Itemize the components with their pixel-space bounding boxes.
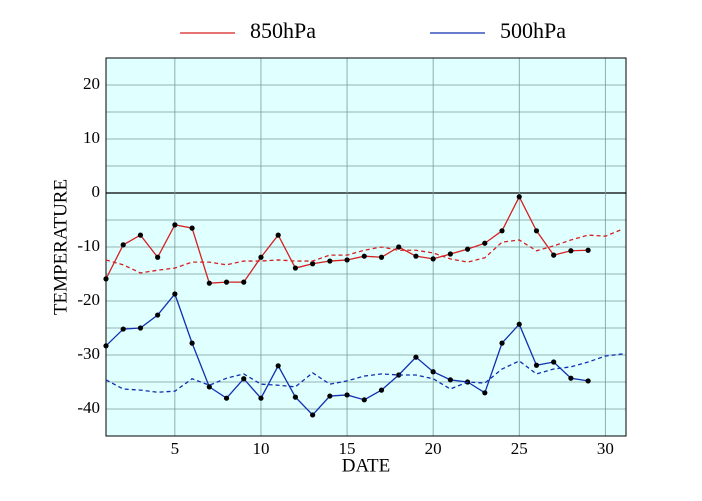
data-point	[275, 232, 281, 238]
data-point	[361, 397, 367, 403]
data-point	[310, 412, 316, 418]
data-point	[258, 254, 264, 260]
data-point	[482, 390, 488, 396]
data-point	[103, 343, 109, 349]
y-tick-label: -40	[77, 398, 100, 417]
data-point	[430, 369, 436, 375]
data-point	[482, 240, 488, 246]
data-point	[516, 321, 522, 327]
data-point	[189, 340, 195, 346]
data-point	[551, 359, 557, 365]
data-point	[241, 279, 247, 285]
data-point	[310, 261, 316, 267]
data-point	[327, 393, 333, 399]
data-point	[447, 377, 453, 383]
data-point	[206, 280, 212, 286]
y-tick-label: -20	[77, 290, 100, 309]
data-point	[241, 376, 247, 382]
y-axis-label: TEMPERATURE	[50, 179, 71, 315]
data-point	[568, 248, 574, 254]
data-point	[137, 325, 144, 331]
data-point	[413, 253, 419, 259]
data-point	[292, 265, 299, 271]
x-tick-label: 25	[511, 439, 528, 458]
data-point	[223, 279, 230, 285]
y-tick-label: 20	[83, 74, 100, 93]
data-point	[155, 254, 161, 260]
data-point	[533, 228, 540, 234]
data-point	[189, 225, 195, 231]
x-axis-label: DATE	[342, 455, 391, 476]
data-point	[430, 256, 436, 262]
data-point	[172, 291, 178, 297]
data-point	[378, 254, 385, 260]
data-point	[327, 258, 333, 264]
data-point	[223, 395, 230, 401]
data-point	[585, 247, 591, 253]
series-line	[105, 228, 623, 274]
data-point	[120, 326, 126, 332]
y-tick-label: 0	[92, 182, 101, 201]
data-point	[413, 354, 419, 360]
data-point	[447, 251, 453, 257]
legend-label: 500hPa	[500, 18, 566, 43]
data-point	[464, 246, 471, 252]
data-point	[344, 257, 350, 263]
data-point	[551, 252, 557, 258]
data-point	[292, 394, 299, 400]
data-point	[344, 392, 350, 398]
x-tick-label: 30	[597, 439, 614, 458]
data-point	[155, 312, 161, 318]
y-tick-label: 10	[83, 128, 100, 147]
plot-frame	[105, 57, 627, 437]
data-point	[120, 242, 126, 248]
data-point	[172, 222, 178, 228]
x-tick-label: 5	[171, 439, 180, 458]
y-tick-label: -10	[77, 236, 100, 255]
data-point	[103, 276, 109, 282]
data-point	[361, 253, 367, 259]
data-point	[533, 362, 540, 368]
data-point	[137, 232, 144, 238]
data-point	[396, 244, 402, 250]
data-point	[275, 363, 281, 369]
data-point	[206, 384, 212, 390]
data-point	[396, 372, 402, 378]
x-tick-label: 20	[425, 439, 442, 458]
data-point	[378, 387, 385, 393]
data-point	[258, 395, 264, 401]
data-point	[499, 340, 505, 346]
data-point	[499, 228, 505, 234]
series-line	[105, 353, 623, 393]
data-point	[568, 375, 574, 381]
data-point	[585, 378, 591, 384]
x-tick-label: 10	[252, 439, 269, 458]
x-tick-label: 15	[339, 439, 356, 458]
legend-label: 850hPa	[250, 18, 316, 43]
y-tick-label: -30	[77, 344, 100, 363]
data-point	[516, 194, 522, 200]
